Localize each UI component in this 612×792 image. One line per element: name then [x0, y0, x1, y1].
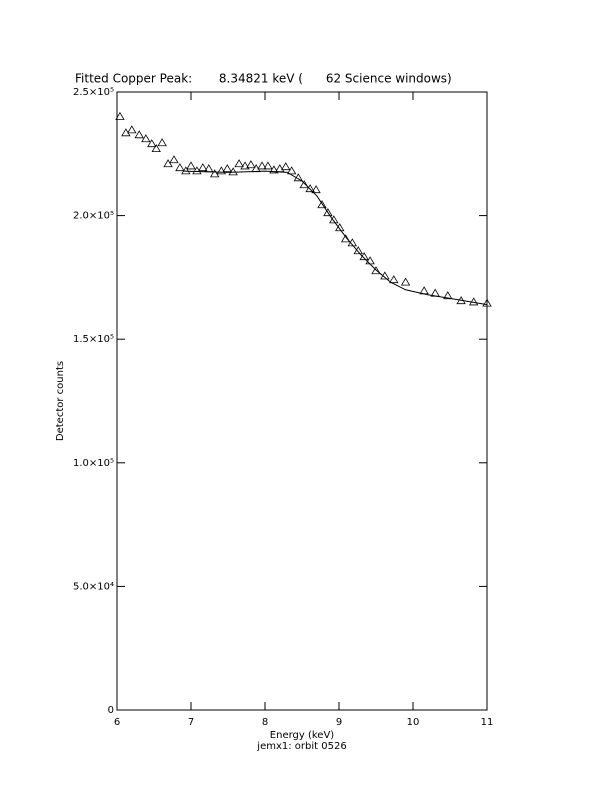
chart-title: Fitted Copper Peak: 8.34821 keV ( 62 Sci… [75, 72, 452, 86]
footnote: jemx1: orbit 0526 [256, 741, 346, 752]
data-point [175, 163, 185, 172]
y-axis-label: Detector counts [55, 361, 66, 441]
data-point [251, 164, 261, 173]
data-point [482, 298, 492, 307]
x-tick-label: 9 [336, 717, 342, 728]
data-point [323, 208, 333, 217]
data-point [299, 180, 309, 189]
data-point [257, 161, 267, 170]
data-point [400, 277, 411, 286]
x-tick-label: 10 [407, 717, 420, 728]
data-point [157, 138, 167, 147]
data-point [169, 155, 179, 164]
data-point [127, 125, 137, 134]
data-point [353, 246, 363, 255]
data-point [115, 111, 125, 120]
data-point [340, 234, 351, 243]
y-tick-label: 1.0×10⁵ [73, 458, 114, 469]
data-point [209, 169, 220, 178]
data-point [286, 166, 297, 175]
y-tick-label: 1.5×10⁵ [73, 334, 114, 345]
data-point [240, 161, 250, 170]
y-tick-label: 2.5×10⁵ [73, 87, 114, 98]
x-tick-label: 6 [114, 717, 120, 728]
data-point [246, 160, 256, 169]
data-point [216, 166, 227, 175]
data-point [468, 297, 479, 306]
data-point [228, 167, 238, 176]
data-point [151, 144, 161, 153]
fit-line [183, 170, 488, 306]
plot-frame [116, 91, 488, 711]
data-point [329, 215, 339, 224]
data-point [389, 275, 399, 284]
data-point [371, 266, 381, 275]
data-point [234, 159, 244, 168]
data-point [263, 161, 273, 170]
data-point [443, 291, 453, 300]
data-point [305, 184, 315, 193]
data-point [186, 161, 196, 170]
x-tick-label: 11 [481, 717, 494, 728]
y-tick-label: 2.0×10⁵ [73, 211, 114, 222]
x-tick-label: 8 [262, 717, 268, 728]
x-axis-label: Energy (keV) [270, 730, 335, 741]
data-point [335, 223, 345, 232]
data-point [181, 166, 191, 175]
data-point [222, 164, 232, 173]
data-point [134, 130, 144, 139]
y-tick-label: 5.0×10⁴ [73, 581, 114, 592]
y-tick-label: 0 [108, 705, 114, 716]
x-tick-label: 7 [188, 717, 194, 728]
data-point [121, 128, 131, 137]
data-point [269, 165, 279, 174]
data-point [163, 159, 173, 168]
data-point [141, 134, 151, 143]
data-point [317, 200, 327, 209]
data-point [198, 163, 208, 172]
data-point [311, 185, 321, 194]
data-point [147, 139, 157, 148]
data-point [281, 162, 291, 171]
